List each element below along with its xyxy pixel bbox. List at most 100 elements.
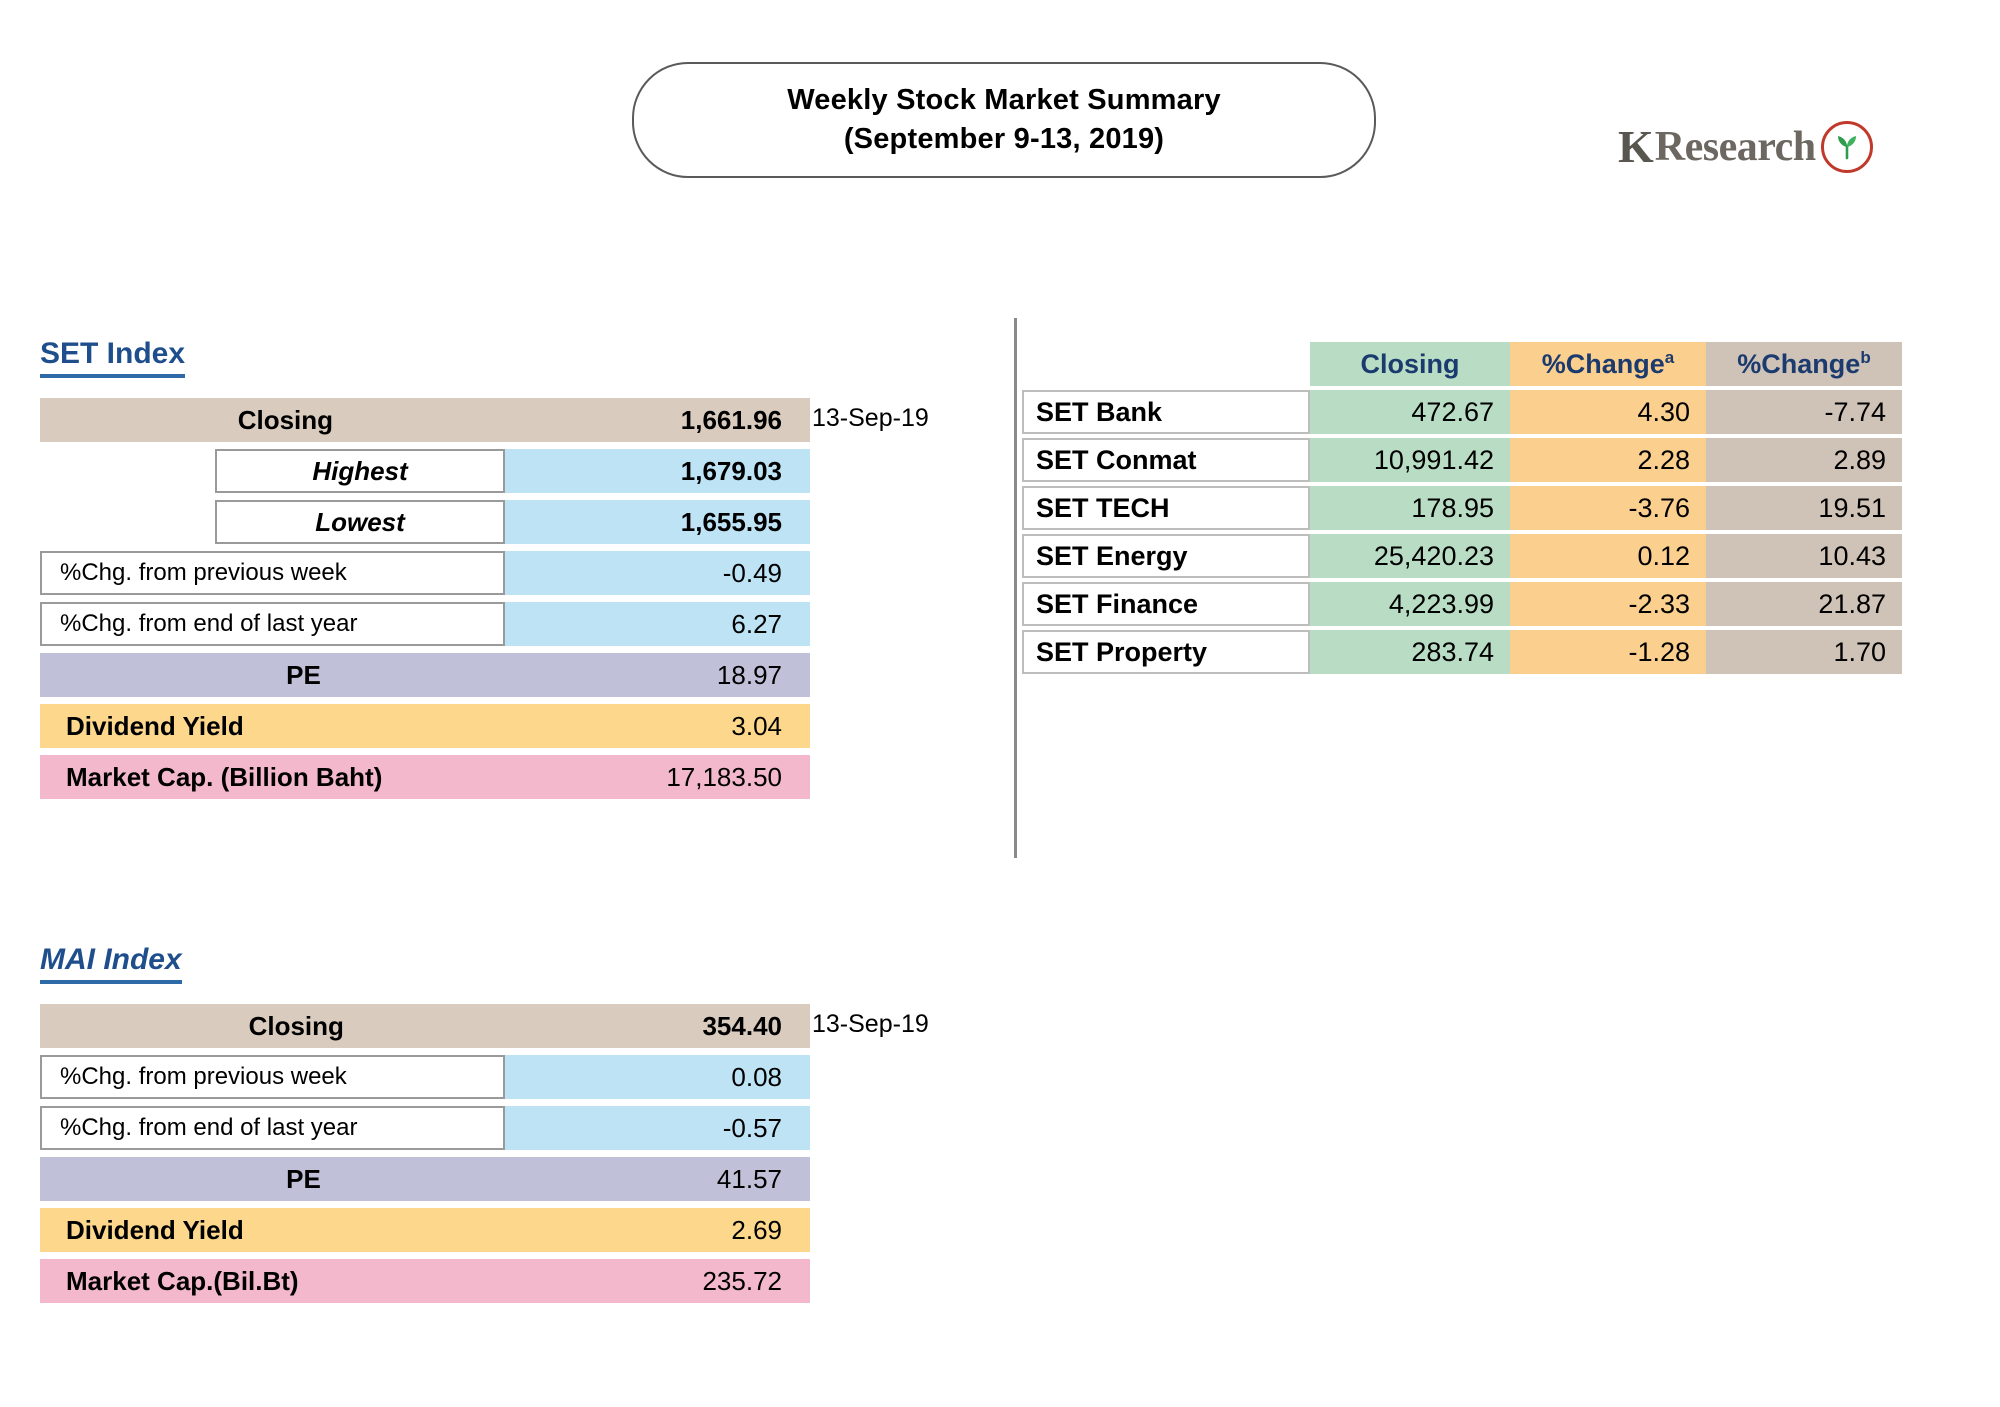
index-row-label: Market Cap.(Bil.Bt) [66,1265,299,1296]
mai-index-heading: MAI Index [40,944,182,984]
sector-header-change-b: %Changeb [1706,342,1902,386]
index-row-bar: Dividend Yield 3.04 [40,704,810,748]
index-row-label: %Chg. from previous week [60,559,347,586]
sector-change-b-value: 21.87 [1706,582,1902,626]
index-row-split: %Chg. from previous week 0.08 [40,1055,810,1099]
vertical-divider [1014,318,1017,858]
sector-change-a-value: 4.30 [1510,390,1706,434]
index-row-label-box: %Chg. from previous week [40,1055,505,1099]
footnote-marker: a [1664,348,1675,367]
set-index-date: 13-Sep-19 [812,404,929,432]
sector-index-table: Closing %Changea %Changeb SET Bank 472.67… [1022,338,1902,678]
mai-index-date: 13-Sep-19 [812,1010,929,1038]
sector-change-b-value: 19.51 [1706,486,1902,530]
index-row-value-box: 1,679.03 [505,449,810,493]
sector-closing-value: 25,420.23 [1310,534,1510,578]
index-row-value-box: -0.57 [505,1106,810,1150]
index-row-label-box: %Chg. from end of last year [40,602,505,646]
sector-name: SET TECH [1022,486,1310,530]
sector-name: SET Bank [1022,390,1310,434]
index-row-split: Highest 1,679.03 [215,449,810,493]
sector-change-a-value: -3.76 [1510,486,1706,530]
index-row-value: 2.69 [731,1214,782,1245]
index-row-value: 1,679.03 [680,455,782,486]
index-row-label: Dividend Yield [66,710,244,741]
table-row: SET Bank 472.67 4.30 -7.74 [1022,390,1902,434]
page-title-line2: (September 9-13, 2019) [843,123,1165,155]
index-row-split: %Chg. from previous week -0.49 [40,551,810,595]
index-row-label: Closing [237,404,334,435]
index-row-value: 17,183.50 [666,761,782,792]
sector-change-b-value: -7.74 [1706,390,1902,434]
index-row-label: %Chg. from previous week [60,1063,347,1090]
kresearch-logo: K Research [1618,120,1873,173]
sector-change-a-value: -1.28 [1510,630,1706,674]
sector-change-b-value: 1.70 [1706,630,1902,674]
index-row-label-box: %Chg. from end of last year [40,1106,505,1150]
sector-closing-value: 10,991.42 [1310,438,1510,482]
index-row-label-box: Highest [215,449,505,493]
index-row-value: 1,661.96 [680,404,782,435]
sector-change-a-value: 2.28 [1510,438,1706,482]
sector-header-blank [1022,342,1310,386]
index-row-label: Lowest [315,506,405,537]
index-row-bar: Closing 354.40 [40,1004,810,1048]
index-row-bar: PE 41.57 [40,1157,810,1201]
index-row-label-box: Lowest [215,500,505,544]
sector-closing-value: 4,223.99 [1310,582,1510,626]
index-row-bar: Closing 1,661.96 [40,398,810,442]
set-index-heading: SET Index [40,338,186,378]
sector-name: SET Finance [1022,582,1310,626]
sector-change-b-value: 2.89 [1706,438,1902,482]
sector-closing-value: 283.74 [1310,630,1510,674]
index-row-bar: Market Cap. (Billion Baht) 17,183.50 [40,755,810,799]
sector-name: SET Property [1022,630,1310,674]
sector-change-b-value: 10.43 [1706,534,1902,578]
table-row: SET Property 283.74 -1.28 1.70 [1022,630,1902,674]
title-banner: Weekly Stock Market Summary (September 9… [632,62,1376,178]
table-row: SET Energy 25,420.23 0.12 10.43 [1022,534,1902,578]
index-row-value: 354.40 [702,1010,782,1041]
sector-name: SET Conmat [1022,438,1310,482]
index-row-value: 3.04 [731,710,782,741]
index-row-value: 6.27 [731,608,782,639]
index-row-label-box: %Chg. from previous week [40,551,505,595]
index-row-label: PE [286,659,321,690]
sector-change-a-value: -2.33 [1510,582,1706,626]
footnote-marker: b [1860,348,1871,367]
sector-closing-value: 178.95 [1310,486,1510,530]
index-row-value: -0.57 [722,1112,782,1143]
sector-header-change-a: %Changea [1510,342,1706,386]
index-row-label: Market Cap. (Billion Baht) [66,761,383,792]
table-row: SET Conmat 10,991.42 2.28 2.89 [1022,438,1902,482]
index-row-value: 0.08 [731,1061,782,1092]
index-row-split: %Chg. from end of last year 6.27 [40,602,810,646]
sector-table-header-row: Closing %Changea %Changeb [1022,342,1902,386]
index-row-value: -0.49 [722,557,782,588]
index-row-value-box: 6.27 [505,602,810,646]
index-row-value-box: 1,655.95 [505,500,810,544]
index-row-value-box: 0.08 [505,1055,810,1099]
index-row-value: 235.72 [702,1265,782,1296]
index-row-value: 18.97 [716,659,782,690]
table-row: SET Finance 4,223.99 -2.33 21.87 [1022,582,1902,626]
sector-change-a-value: 0.12 [1510,534,1706,578]
index-row-bar: Dividend Yield 2.69 [40,1208,810,1252]
index-row-label: %Chg. from end of last year [60,610,358,637]
index-row-value: 41.57 [716,1163,782,1194]
index-row-value: 1,655.95 [680,506,782,537]
index-row-label: Dividend Yield [66,1214,244,1245]
index-row-split: Lowest 1,655.95 [215,500,810,544]
logo-letter-k: K [1618,121,1654,172]
index-row-label: Highest [312,455,408,486]
index-row-bar: Market Cap.(Bil.Bt) 235.72 [40,1259,810,1303]
index-row-value-box: -0.49 [505,551,810,595]
table-row: SET TECH 178.95 -3.76 19.51 [1022,486,1902,530]
leaf-sprout-icon [1820,120,1873,173]
index-row-split: %Chg. from end of last year -0.57 [40,1106,810,1150]
logo-word-research: Research [1654,123,1816,170]
sector-name: SET Energy [1022,534,1310,578]
index-row-label: PE [286,1163,321,1194]
index-row-bar: PE 18.97 [40,653,810,697]
sector-closing-value: 472.67 [1310,390,1510,434]
